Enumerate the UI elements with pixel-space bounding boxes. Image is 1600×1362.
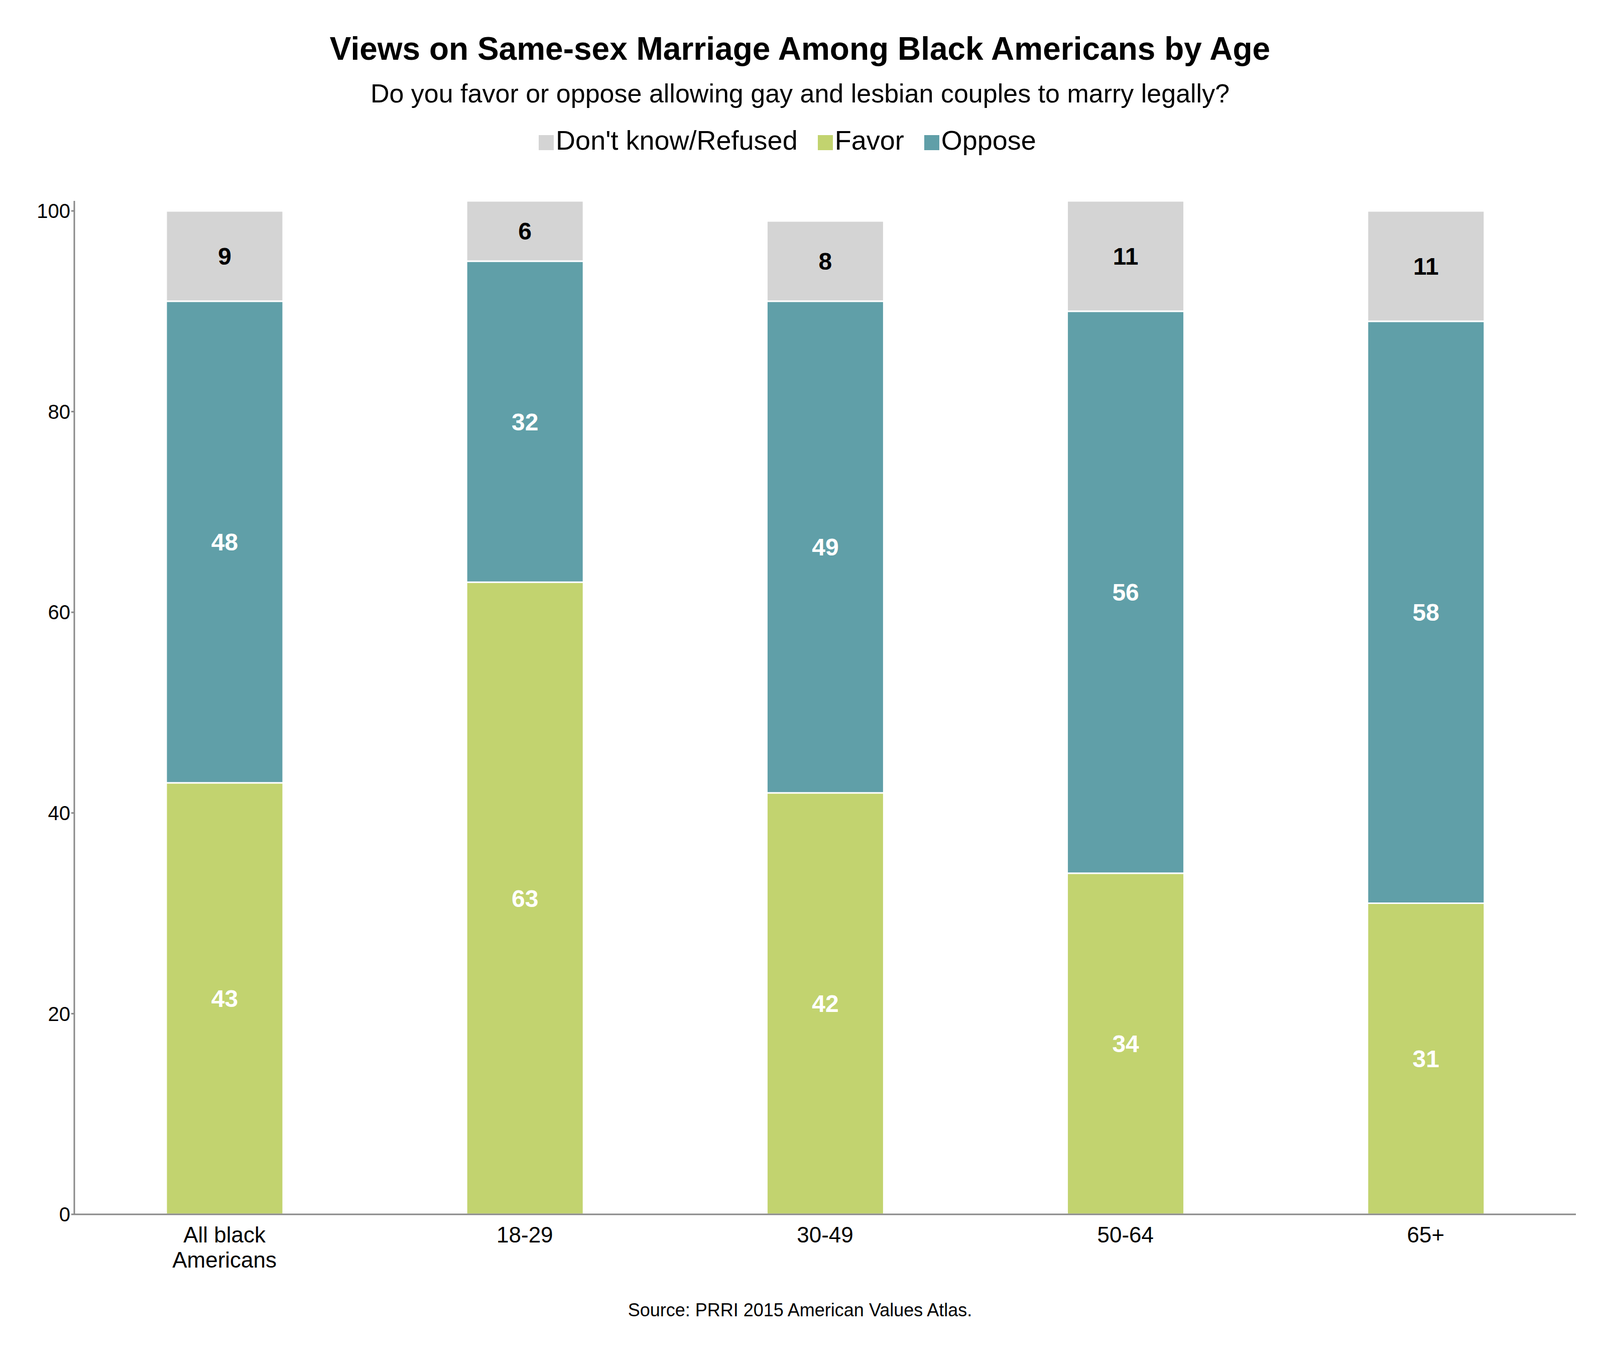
svg-text:18-29: 18-29 — [496, 1221, 554, 1247]
svg-text:40: 40 — [48, 801, 71, 824]
html-text:Don't know/Refused: Don't know/Refused — [555, 125, 798, 156]
svg-text:80: 80 — [48, 400, 71, 423]
html-text:Source: PRRI 2015 American Val: Source: PRRI 2015 American Values Atlas. — [627, 1299, 973, 1320]
svg-text:8: 8 — [818, 248, 833, 275]
svg-text:6: 6 — [518, 217, 532, 245]
svg-text:60: 60 — [48, 600, 71, 624]
svg-text:42: 42 — [811, 990, 839, 1017]
svg-text:43: 43 — [211, 985, 238, 1012]
svg-text:32: 32 — [511, 408, 539, 436]
svg-text:9: 9 — [217, 242, 232, 270]
svg-text:100: 100 — [36, 199, 71, 222]
svg-text:11: 11 — [1413, 253, 1439, 280]
svg-text:All blackAmericans: All blackAmericans — [172, 1221, 277, 1272]
html-text:Views on Same-sex Marriage Amo: Views on Same-sex Marriage Among Black A… — [329, 30, 1271, 67]
svg-text:20: 20 — [48, 1002, 71, 1025]
svg-text:65+: 65+ — [1407, 1221, 1445, 1247]
svg-text:63: 63 — [511, 885, 539, 912]
svg-text:50-64: 50-64 — [1096, 1221, 1154, 1247]
html-text:Do you favor or oppose allowin: Do you favor or oppose allowing gay and … — [370, 78, 1230, 108]
html-text:Oppose: Oppose — [941, 125, 1037, 156]
svg-text:34: 34 — [1112, 1030, 1140, 1057]
svg-text:31: 31 — [1412, 1045, 1440, 1072]
svg-text:58: 58 — [1412, 598, 1440, 626]
svg-text:30-49: 30-49 — [796, 1221, 854, 1247]
svg-text:11: 11 — [1113, 242, 1139, 270]
html-text:Favor: Favor — [834, 125, 905, 156]
svg-text:48: 48 — [211, 528, 238, 556]
svg-text:49: 49 — [811, 533, 839, 561]
svg-text:56: 56 — [1112, 578, 1139, 606]
svg-text:0: 0 — [59, 1202, 71, 1225]
